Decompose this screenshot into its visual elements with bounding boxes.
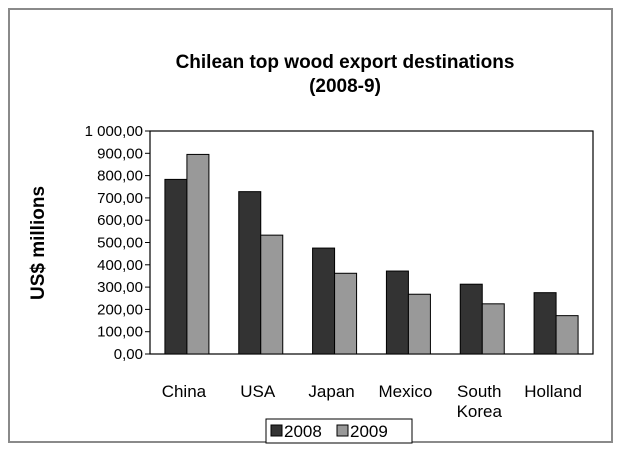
y-tick-label: 0,00	[114, 346, 143, 363]
x-category-label: Holland	[524, 382, 582, 401]
bar-2009	[186, 153, 210, 355]
y-tick-label: 1 000,00	[85, 123, 143, 140]
y-axis-label-group: US$ millions	[28, 186, 49, 300]
y-tick-label: 500,00	[97, 235, 143, 252]
plot-area	[149, 130, 594, 355]
y-tick-label: 400,00	[97, 257, 143, 274]
bar-2009	[555, 315, 579, 355]
y-tick-label: 800,00	[97, 168, 143, 185]
x-category-label: Korea	[457, 402, 503, 421]
y-tick-label: 300,00	[97, 279, 143, 296]
bar-2008	[312, 247, 336, 355]
y-axis-label: US$ millions	[28, 186, 49, 300]
bar-2009	[334, 272, 358, 355]
x-category-label: China	[162, 382, 207, 401]
bar-2008	[385, 270, 409, 355]
y-tick-label: 100,00	[97, 324, 143, 341]
chart-frame	[8, 8, 613, 443]
bar-2008	[459, 283, 483, 355]
bar-2008	[238, 191, 262, 355]
chart-title-line: Chilean top wood export destinations	[176, 52, 515, 73]
legend: 2008 2009	[265, 418, 413, 444]
bar-2009	[407, 293, 431, 355]
x-category-label: USA	[240, 382, 276, 401]
chart-title-line: (2008-9)	[309, 76, 381, 97]
legend-label-2009: 2009	[350, 422, 388, 441]
bars	[164, 153, 579, 355]
bar-2008	[533, 292, 557, 355]
x-category-label: Mexico	[378, 382, 432, 401]
x-category-label: Japan	[308, 382, 354, 401]
legend-swatch-2008	[270, 424, 283, 437]
bar-2009	[260, 234, 284, 355]
legend-swatch-2009	[336, 424, 349, 437]
y-tick-label: 700,00	[97, 190, 143, 207]
y-tick-label: 600,00	[97, 212, 143, 229]
y-tick-label: 900,00	[97, 145, 143, 162]
x-category-label: South	[457, 382, 501, 401]
bar-2009	[481, 303, 505, 355]
y-tick-label: 200,00	[97, 301, 143, 318]
chart-title: Chilean top wood export destinations (200…	[176, 52, 515, 97]
plot-border	[149, 130, 594, 355]
legend-label-2008: 2008	[284, 422, 322, 441]
bar-2008	[164, 178, 188, 355]
y-axis-ticks: 0,00 100,00 200,00 300,00 400,00 500,00 600,00…	[85, 123, 150, 363]
